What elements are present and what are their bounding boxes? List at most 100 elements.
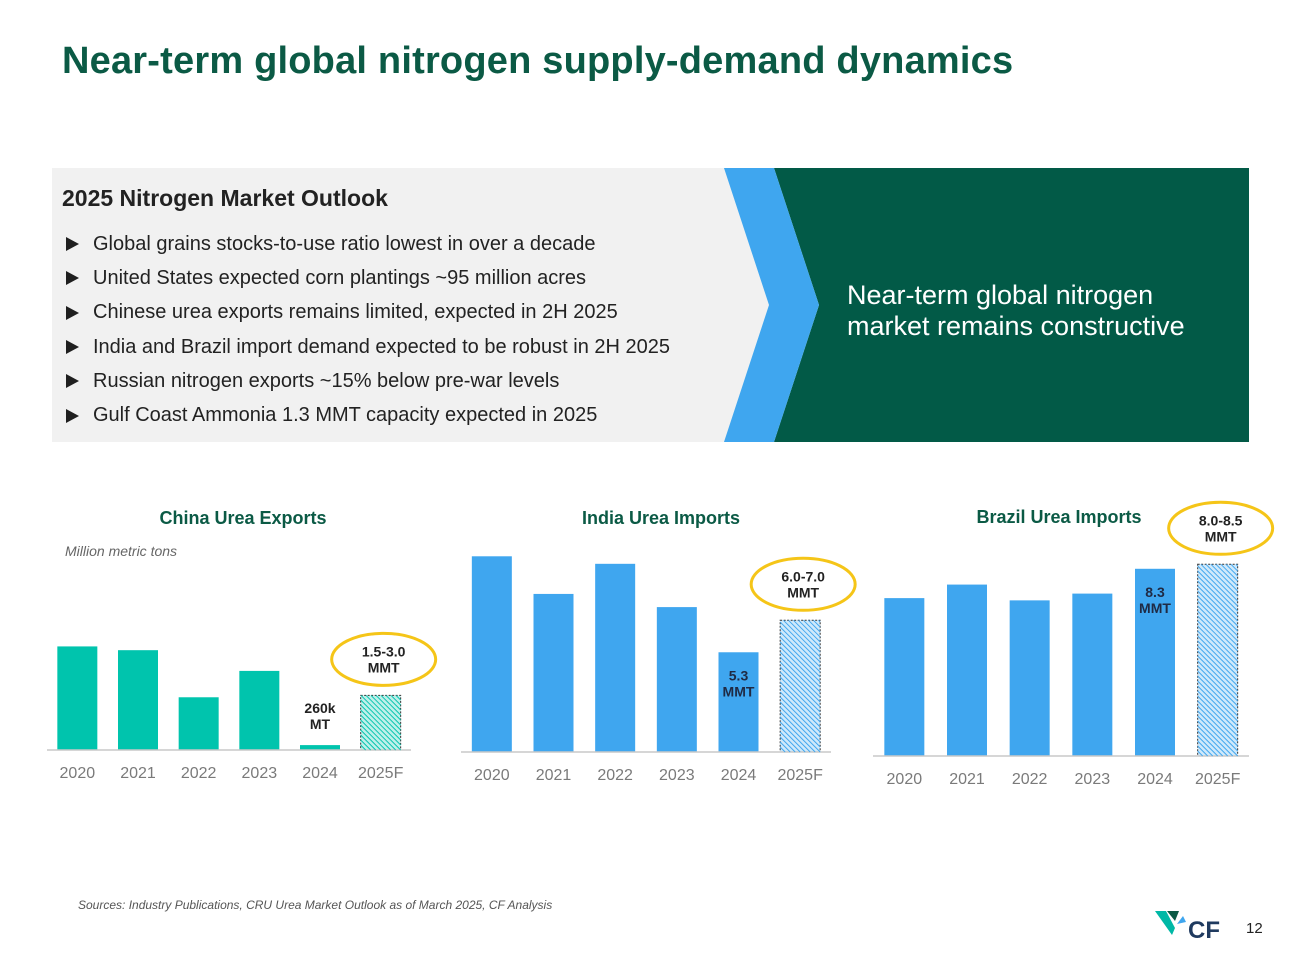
outlook-bullet: Gulf Coast Ammonia 1.3 MMT capacity expe… — [66, 398, 670, 432]
hatch-line — [779, 711, 821, 753]
hatch-line — [1197, 730, 1223, 757]
data-label-china-2024: 260k MT — [304, 700, 335, 732]
hatch-line — [1197, 725, 1228, 757]
hatch-line — [788, 619, 821, 653]
hatch-line — [1197, 685, 1238, 727]
hatch-line — [1200, 563, 1238, 602]
hatch-line — [779, 626, 821, 668]
hatch-line — [1197, 695, 1238, 737]
hatch-line — [779, 641, 821, 683]
tick-label-china-2020: 2020 — [60, 765, 96, 782]
callout-india — [749, 556, 857, 612]
chevron-graphic — [724, 168, 1249, 442]
outlook-bullet: Chinese urea exports remains limited, ex… — [66, 296, 670, 330]
hatch-line — [1197, 630, 1238, 672]
hatch-line — [779, 721, 811, 753]
bullet-text: Chinese urea exports remains limited, ex… — [93, 301, 618, 324]
hatch-line — [779, 691, 821, 733]
hatch-line — [1197, 675, 1238, 717]
tick-label-brazil-2024: 2024 — [1137, 771, 1173, 788]
forecast-hatch-brazil — [1197, 563, 1238, 757]
hatch-line — [1197, 680, 1238, 722]
hatch-line — [360, 709, 401, 751]
bar-brazil-2023 — [1072, 593, 1113, 756]
hatch-line — [360, 719, 391, 751]
hatch-line — [779, 741, 791, 753]
page-title: Near-term global nitrogen supply-demand … — [62, 40, 1014, 82]
cf-logo: CF — [1155, 911, 1220, 942]
outlook-banner: 2025 Nitrogen Market Outlook Global grai… — [52, 168, 1249, 442]
hatch-line — [1220, 563, 1238, 582]
outlook-bullet: Global grains stocks-to-use ratio lowest… — [66, 227, 670, 261]
hatch-line — [1197, 670, 1238, 712]
hatch-line — [1197, 650, 1238, 692]
logo-mark-icon — [1167, 911, 1179, 921]
hatch-line — [1197, 575, 1238, 617]
outlook-bullet: United States expected corn plantings ~9… — [66, 261, 670, 295]
hatch-line — [779, 686, 821, 728]
tick-label-brazil-2021: 2021 — [949, 771, 985, 788]
hatch-line — [1197, 615, 1238, 657]
data-label-brazil-2024: 8.3 MMT — [1139, 584, 1171, 616]
hatch-line — [779, 696, 821, 738]
triangle-bullet-icon — [66, 408, 79, 423]
hatch-line — [779, 651, 821, 693]
hatch-line — [1197, 690, 1238, 732]
tick-label-india-2023: 2023 — [659, 767, 695, 784]
hatch-line — [779, 706, 821, 748]
hatch-line — [1197, 620, 1238, 662]
tick-label-brazil-2025F: 2025F — [1195, 771, 1241, 788]
logo-mark-icon — [1155, 911, 1175, 935]
data-label-india-2024: 5.3 MMT — [723, 667, 755, 699]
hatch-line — [1197, 585, 1238, 627]
hatch-line — [779, 726, 806, 753]
hatch-line — [1197, 660, 1238, 702]
hatch-line — [1197, 700, 1238, 742]
hatch-line — [1197, 745, 1208, 757]
outlook-bullet: Russian nitrogen exports ~15% below pre-… — [66, 364, 670, 398]
tick-label-brazil-2020: 2020 — [887, 771, 923, 788]
bullet-text: India and Brazil import demand expected … — [93, 335, 671, 358]
logo-mark-icon — [1177, 916, 1186, 924]
hatch-line — [1197, 635, 1238, 677]
outlook-title: 2025 Nitrogen Market Outlook — [62, 185, 388, 211]
hatch-line — [1197, 655, 1238, 697]
source-note: Sources: Industry Publications, CRU Urea… — [78, 898, 553, 912]
bullet-text: Russian nitrogen exports ~15% below pre-… — [93, 369, 560, 392]
bar-india-2024 — [718, 652, 759, 752]
hatch-line — [1197, 570, 1238, 612]
tick-label-brazil-2023: 2023 — [1075, 771, 1111, 788]
bar-india-2020 — [471, 556, 512, 752]
tick-label-brazil-2022: 2022 — [1012, 771, 1048, 788]
callout-brazil — [1167, 500, 1275, 556]
hatch-line — [779, 676, 821, 718]
hatch-line — [385, 695, 401, 711]
triangle-bullet-icon — [66, 237, 79, 252]
callout-china — [330, 631, 438, 687]
bar-india-2022 — [595, 563, 636, 752]
hatch-line — [1197, 720, 1233, 757]
conclusion-text: Near-term global nitrogen market remains… — [847, 280, 1185, 341]
hatch-line — [779, 636, 821, 678]
hatch-line — [1197, 705, 1238, 747]
hatch-line — [390, 695, 401, 706]
hatch-line — [813, 619, 821, 628]
hatch-line — [793, 619, 821, 648]
tick-label-india-2021: 2021 — [536, 767, 572, 784]
hatch-line — [360, 699, 401, 741]
hatch-line — [360, 714, 396, 751]
outlook-bullet-list: Global grains stocks-to-use ratio lowest… — [66, 227, 670, 433]
hatch-line — [1197, 665, 1238, 707]
hatch-line — [1197, 610, 1238, 652]
bar-china-2021 — [118, 650, 158, 750]
bar-brazil-2024 — [1135, 568, 1175, 756]
blue-chevron-icon — [724, 168, 819, 442]
hatch-line — [1197, 740, 1213, 757]
hatch-line — [360, 724, 386, 751]
hatch-line — [779, 646, 821, 688]
bullet-text: Gulf Coast Ammonia 1.3 MMT capacity expe… — [93, 404, 598, 427]
hatch-line — [360, 729, 381, 751]
chart-title-brazil: Brazil Urea Imports — [976, 507, 1142, 527]
page-number: 12 — [1246, 920, 1263, 937]
hatch-line — [779, 631, 821, 673]
